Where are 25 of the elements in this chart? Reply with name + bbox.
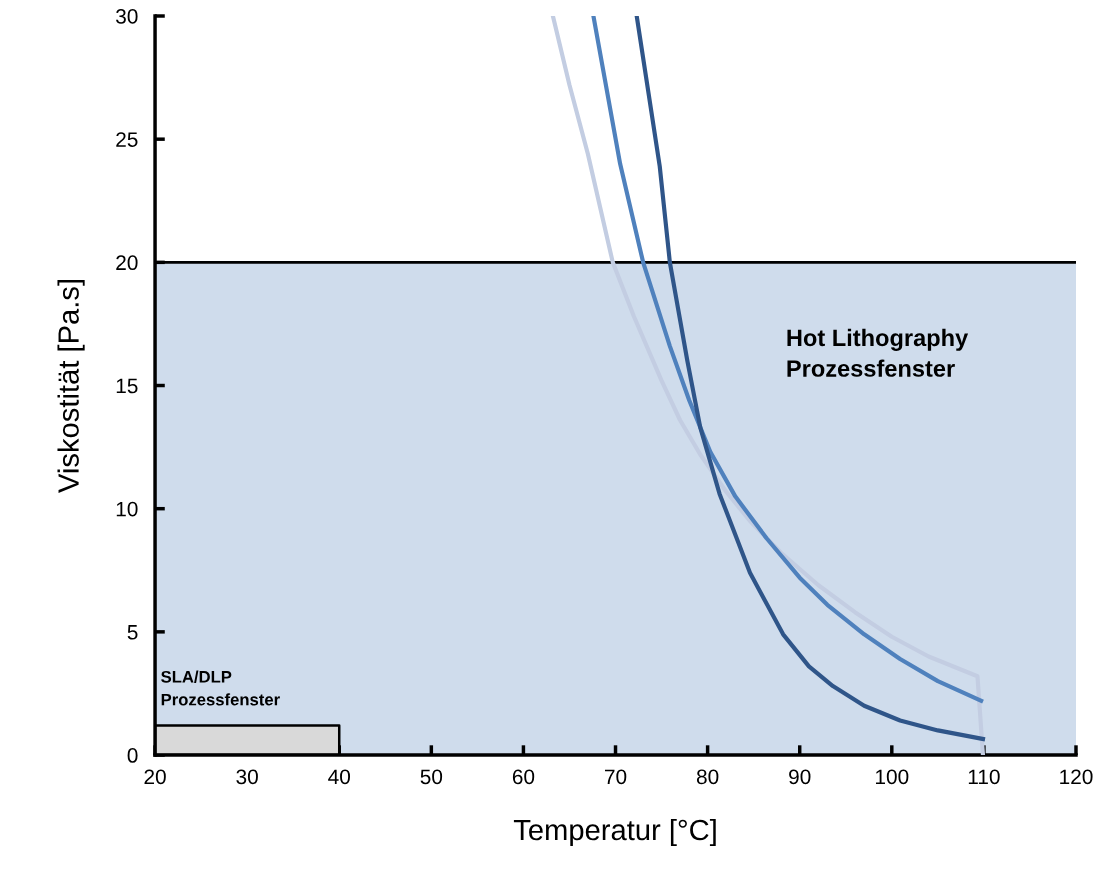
x-axis-title: Temperatur [°C]: [513, 818, 716, 847]
annotation: SLA/DLP Prozessfenster: [161, 670, 280, 706]
x-tick-label: 80: [696, 769, 719, 785]
x-tick-label: 110: [968, 769, 1000, 785]
x-tick-label: 30: [236, 769, 258, 785]
line-series: [634, 16, 986, 742]
x-tick-label: 60: [512, 769, 535, 785]
band-label: Hot Lithography Prozessfenster: [787, 328, 969, 377]
x-tick-label: 100: [876, 769, 909, 785]
x-tick-label: 40: [328, 769, 351, 785]
x-tick-label: 50: [420, 769, 443, 785]
y-tick-label: 15: [116, 378, 138, 394]
x-tick-label: 20: [144, 769, 166, 785]
y-tick-label: 10: [116, 501, 138, 517]
x-tick-label: 90: [789, 769, 811, 785]
y-tick-label: 5: [127, 625, 138, 640]
line-series: [550, 16, 986, 756]
x-tick-label: 70: [605, 769, 627, 785]
y-tick-label: 30: [116, 9, 138, 24]
x-tick-label: 120: [1060, 769, 1093, 785]
line-series: [591, 16, 984, 703]
y-tick-label: 20: [116, 255, 138, 271]
y-axis-title: Viskostität [Pa.s]: [57, 280, 85, 493]
y-tick-label: 25: [116, 132, 138, 147]
y-tick-label: 0: [127, 748, 138, 763]
